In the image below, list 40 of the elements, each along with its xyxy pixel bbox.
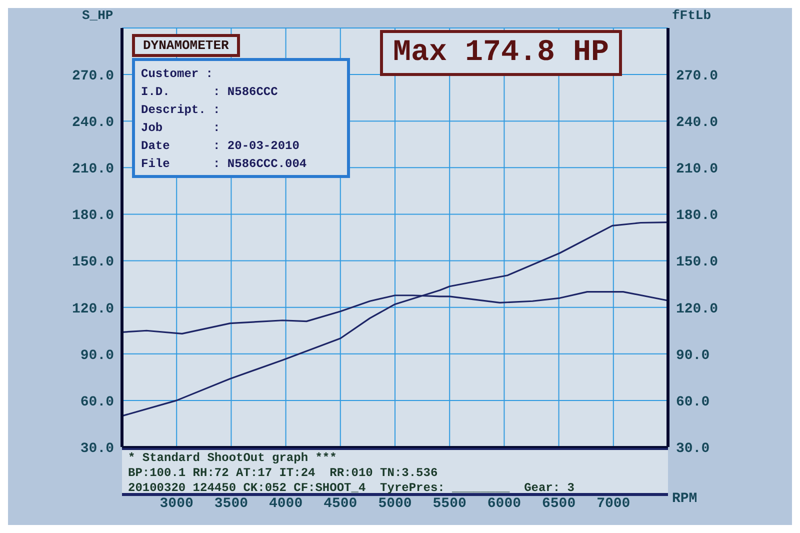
annotation: Descript. : (141, 102, 222, 119)
annotation: Date : 20-03-2010 (141, 138, 300, 155)
y2-axis-title: fFtLb (672, 8, 712, 23)
x-tick-label: 3000 (160, 496, 194, 512)
x-axis-title: RPM (672, 491, 698, 507)
y2-tick-label: 270.0 (676, 68, 718, 85)
y-tick-label: 30.0 (80, 440, 114, 457)
y-tick-label: 90.0 (80, 348, 114, 364)
annotation: Customer : (141, 66, 214, 83)
y-axis-title: S_HP (82, 8, 114, 23)
max-box: Max 174.8 HP (380, 30, 622, 76)
line-series (122, 221, 668, 417)
x-tick-label: 3500 (214, 496, 248, 512)
annotation: I.D. : N586CCC (141, 84, 279, 101)
y2-tick-label: 240.0 (676, 115, 718, 132)
y-tick-label: 120.0 (72, 301, 114, 318)
y-tick-label: 270.0 (72, 68, 114, 85)
x-tick-label: 4000 (268, 496, 303, 512)
x-tick-label: 4500 (324, 496, 358, 512)
y2-tick-label: 150.0 (676, 254, 718, 271)
x-tick-label: 5000 (378, 496, 412, 512)
y2-tick-label: 210.0 (676, 162, 718, 178)
annotation: File : N586CCC.004 (141, 156, 308, 173)
y-tick-label: 240.0 (72, 115, 114, 132)
x-tick-label: 7000 (596, 496, 630, 512)
y-tick-label: 210.0 (72, 162, 114, 178)
x-tick-label: 5500 (432, 496, 466, 512)
y2-tick-label: 60.0 (676, 394, 710, 410)
y2-tick-label: 120.0 (676, 301, 718, 318)
x-tick-label: 6000 (487, 496, 522, 512)
y2-tick-label: 30.0 (676, 440, 710, 457)
annotation: Job : (141, 120, 222, 137)
y2-tick-label: 180.0 (676, 208, 718, 224)
y-tick-label: 60.0 (80, 394, 114, 410)
y-tick-label: 180.0 (72, 208, 114, 224)
x-tick-label: 6500 (542, 496, 576, 512)
footer-panel: * Standard ShootOut graph *** BP:100.1 RH:72 AT:17 IT:24 RR:010 TN:3.536 20100320 124450 CK:052 CF:SHOOT_4 TyrePres: ________ Gear: 3 (122, 448, 668, 496)
y2-tick-label: 90.0 (676, 348, 710, 364)
y-tick-label: 150.0 (72, 254, 114, 271)
title-box: DYNAMOMETER (132, 34, 240, 57)
